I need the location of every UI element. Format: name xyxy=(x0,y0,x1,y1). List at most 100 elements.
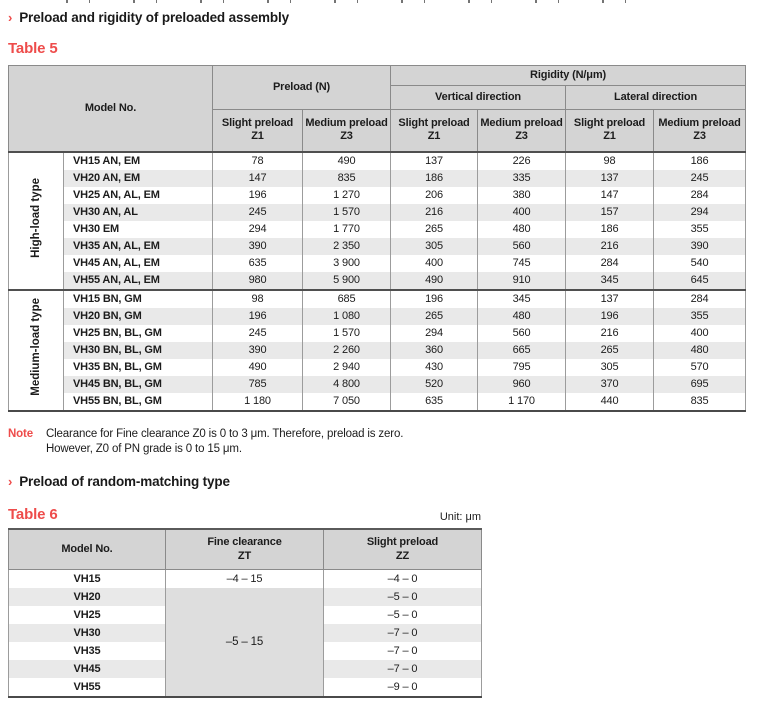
model-cell: VH30 AN, AL xyxy=(62,203,214,221)
header-vertical-direction: Vertical direction xyxy=(390,85,567,110)
model-cell: VH45 xyxy=(8,660,166,678)
value-cell: 265 xyxy=(565,341,655,359)
preload-rigidity-table: Model No. Preload (N) Rigidity (N/μm) Ve… xyxy=(7,65,747,412)
value-cell: 157 xyxy=(565,203,655,221)
table-row: VH30 AN, AL 245 1 570 216 400 157 294 xyxy=(9,203,747,221)
value-cell: 490 xyxy=(302,151,392,170)
table-row: VH55 BN, BL, GM 1 180 7 050 635 1 170 44… xyxy=(9,392,747,411)
value-cell: 245 xyxy=(212,203,304,221)
header-model-no: Model No. xyxy=(8,528,166,570)
note: Note Clearance for Fine clearance Z0 is … xyxy=(8,427,752,457)
model-cell: VH55 AN, AL, EM xyxy=(62,271,214,290)
value-cell: 196 xyxy=(565,307,655,325)
value-cell: 665 xyxy=(477,341,567,359)
value-cell: 216 xyxy=(390,203,479,221)
value-cell: 785 xyxy=(212,375,304,393)
table-row: VH35 –7 – 0 xyxy=(8,642,482,660)
zz-cell: –7 – 0 xyxy=(323,642,482,660)
value-cell: 390 xyxy=(212,237,304,255)
value-cell: 360 xyxy=(390,341,479,359)
value-cell: 196 xyxy=(212,186,304,204)
note-text: Clearance for Fine clearance Z0 is 0 to … xyxy=(46,427,403,457)
unit-label: Unit: μm xyxy=(439,510,481,523)
value-cell: 1 180 xyxy=(212,392,304,411)
table-row: VH30 EM 294 1 770 265 480 186 355 xyxy=(9,220,747,238)
model-cell: VH35 BN, BL, GM xyxy=(62,358,214,376)
section-heading-random-matching: › Preload of random-matching type xyxy=(8,474,752,489)
table-row: VH20 –5 – 15 –5 – 0 xyxy=(8,588,482,697)
model-cell: VH35 xyxy=(8,642,166,660)
model-cell: VH25 xyxy=(8,606,166,624)
value-cell: 430 xyxy=(390,358,479,376)
value-cell: 294 xyxy=(653,203,747,221)
zz-cell: –5 – 0 xyxy=(323,588,482,606)
value-cell: 570 xyxy=(653,358,747,376)
value-cell: 216 xyxy=(565,324,655,342)
value-cell: 2 350 xyxy=(302,237,392,255)
table6-label: Table 6 xyxy=(8,505,58,523)
table-row: VH55 AN, AL, EM 980 5 900 490 910 345 64… xyxy=(9,271,747,290)
table-header-row: Vertical direction Lateral direction xyxy=(9,85,747,110)
clipped-text-artifact xyxy=(66,0,636,3)
value-cell: 3 900 xyxy=(302,254,392,272)
value-cell: 335 xyxy=(477,169,567,187)
value-cell: 635 xyxy=(390,392,479,411)
value-cell: 294 xyxy=(390,324,479,342)
model-cell: VH20 AN, EM xyxy=(62,169,214,187)
model-cell: VH20 BN, GM xyxy=(62,307,214,325)
value-cell: 635 xyxy=(212,254,304,272)
value-cell: 560 xyxy=(477,324,567,342)
value-cell: 284 xyxy=(653,186,747,204)
value-cell: 835 xyxy=(302,169,392,187)
value-cell: 186 xyxy=(653,151,747,170)
value-cell: 540 xyxy=(653,254,747,272)
value-cell: 137 xyxy=(565,288,655,308)
header-lateral-direction: Lateral direction xyxy=(565,85,747,110)
value-cell: 137 xyxy=(565,169,655,187)
value-cell: 480 xyxy=(477,220,567,238)
zz-cell: –7 – 0 xyxy=(323,624,482,642)
value-cell: 1 570 xyxy=(302,203,392,221)
table-row: VH55 –9 – 0 xyxy=(8,678,482,697)
model-cell: VH20 xyxy=(8,588,166,606)
model-cell: VH30 xyxy=(8,624,166,642)
value-cell: 400 xyxy=(477,203,567,221)
value-cell: 226 xyxy=(477,151,567,170)
value-cell: 1 080 xyxy=(302,307,392,325)
model-cell: VH15 xyxy=(8,569,166,588)
table-row: VH30 BN, BL, GM 390 2 260 360 665 265 48… xyxy=(9,341,747,359)
header-lateral-medium: Medium preload Z3 xyxy=(653,109,747,152)
value-cell: 380 xyxy=(477,186,567,204)
table-row: VH25 AN, AL, EM 196 1 270 206 380 147 28… xyxy=(9,186,747,204)
value-cell: 186 xyxy=(390,169,479,187)
table-row: VH45 –7 – 0 xyxy=(8,660,482,678)
value-cell: 1 170 xyxy=(477,392,567,411)
table-row: VH20 AN, EM 147 835 186 335 137 245 xyxy=(9,169,747,187)
value-cell: 345 xyxy=(477,288,567,308)
note-line: Clearance for Fine clearance Z0 is 0 to … xyxy=(46,427,404,440)
table-row: VH35 BN, BL, GM 490 2 940 430 795 305 57… xyxy=(9,358,747,376)
header-vertical-slight: Slight preload Z1 xyxy=(390,109,479,152)
value-cell: 645 xyxy=(653,271,747,290)
value-cell: 1 570 xyxy=(302,324,392,342)
random-matching-preload-table: Model No. Fine clearance ZT Slight preloa… xyxy=(8,527,482,698)
value-cell: 186 xyxy=(565,220,655,238)
value-cell: 980 xyxy=(212,271,304,290)
value-cell: 390 xyxy=(653,237,747,255)
header-model-no: Model No. xyxy=(7,65,214,152)
value-cell: 98 xyxy=(565,151,655,170)
group-label-cell: High-load type xyxy=(8,151,64,290)
value-cell: 147 xyxy=(212,169,304,187)
section-heading-text: Preload of random-matching type xyxy=(19,473,230,489)
header-preload-slight: Slight preload Z1 xyxy=(212,109,304,152)
zt-cell: –4 – 15 xyxy=(165,569,324,588)
value-cell: 196 xyxy=(212,307,304,325)
value-cell: 490 xyxy=(212,358,304,376)
value-cell: 305 xyxy=(565,358,655,376)
value-cell: 137 xyxy=(390,151,479,170)
header-vertical-medium: Medium preload Z3 xyxy=(477,109,567,152)
value-cell: 440 xyxy=(565,392,655,411)
value-cell: 284 xyxy=(565,254,655,272)
table-row: VH25 –5 – 0 xyxy=(8,606,482,624)
table-row: High-load type VH15 AN, EM 78 490 137 22… xyxy=(8,151,747,290)
